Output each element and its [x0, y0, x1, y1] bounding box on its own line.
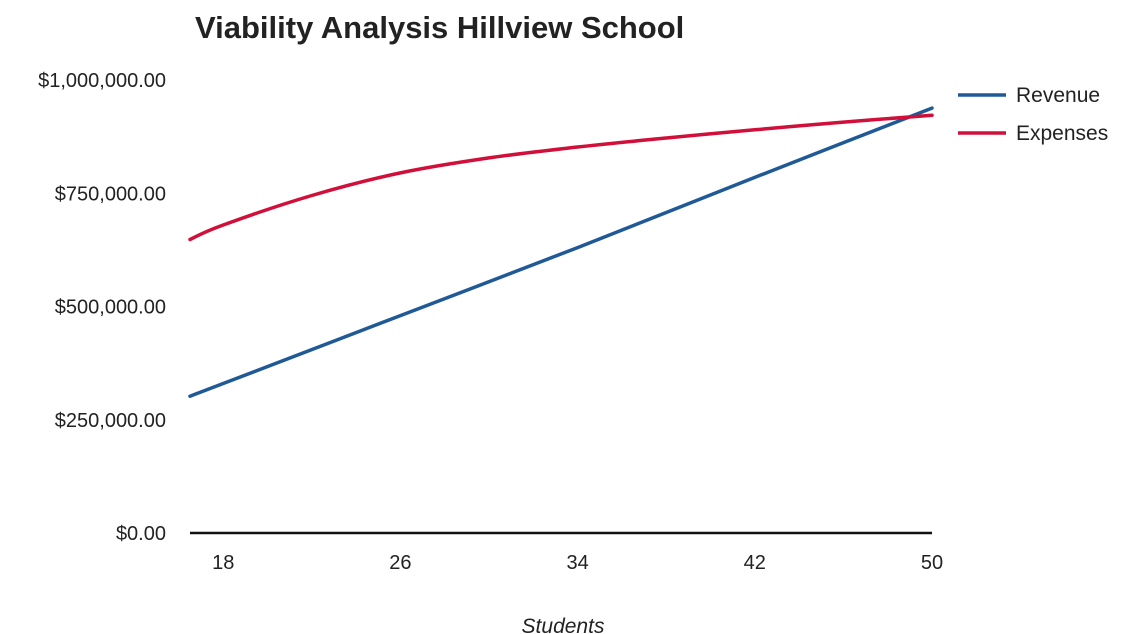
x-axis-label: Students: [522, 615, 605, 634]
y-axis-ticks: $1,000,000.00 $750,000.00 $500,000.00 $250,…: [38, 70, 166, 545]
legend-label-expenses: Expenses: [1016, 122, 1108, 145]
y-tick-label: $1,000,000.00: [38, 70, 166, 92]
x-axis-ticks: 18 26 34 42 50: [212, 552, 943, 574]
x-tick-label: 34: [566, 552, 588, 574]
y-tick-label: $0.00: [116, 523, 166, 545]
legend: Revenue Expenses: [958, 84, 1108, 145]
series-line-revenue: [188, 106, 934, 398]
series-line-expenses: [188, 113, 934, 242]
series-layer: [188, 106, 934, 398]
x-tick-label: 18: [212, 552, 234, 574]
x-tick-label: 26: [389, 552, 411, 574]
x-tick-label: 42: [744, 552, 766, 574]
legend-label-revenue: Revenue: [1016, 84, 1100, 107]
y-tick-label: $250,000.00: [55, 410, 166, 432]
chart-title: Viability Analysis Hillview School: [195, 10, 684, 45]
x-tick-label: 50: [921, 552, 943, 574]
y-tick-label: $500,000.00: [55, 297, 166, 319]
y-tick-label: $750,000.00: [55, 183, 166, 205]
